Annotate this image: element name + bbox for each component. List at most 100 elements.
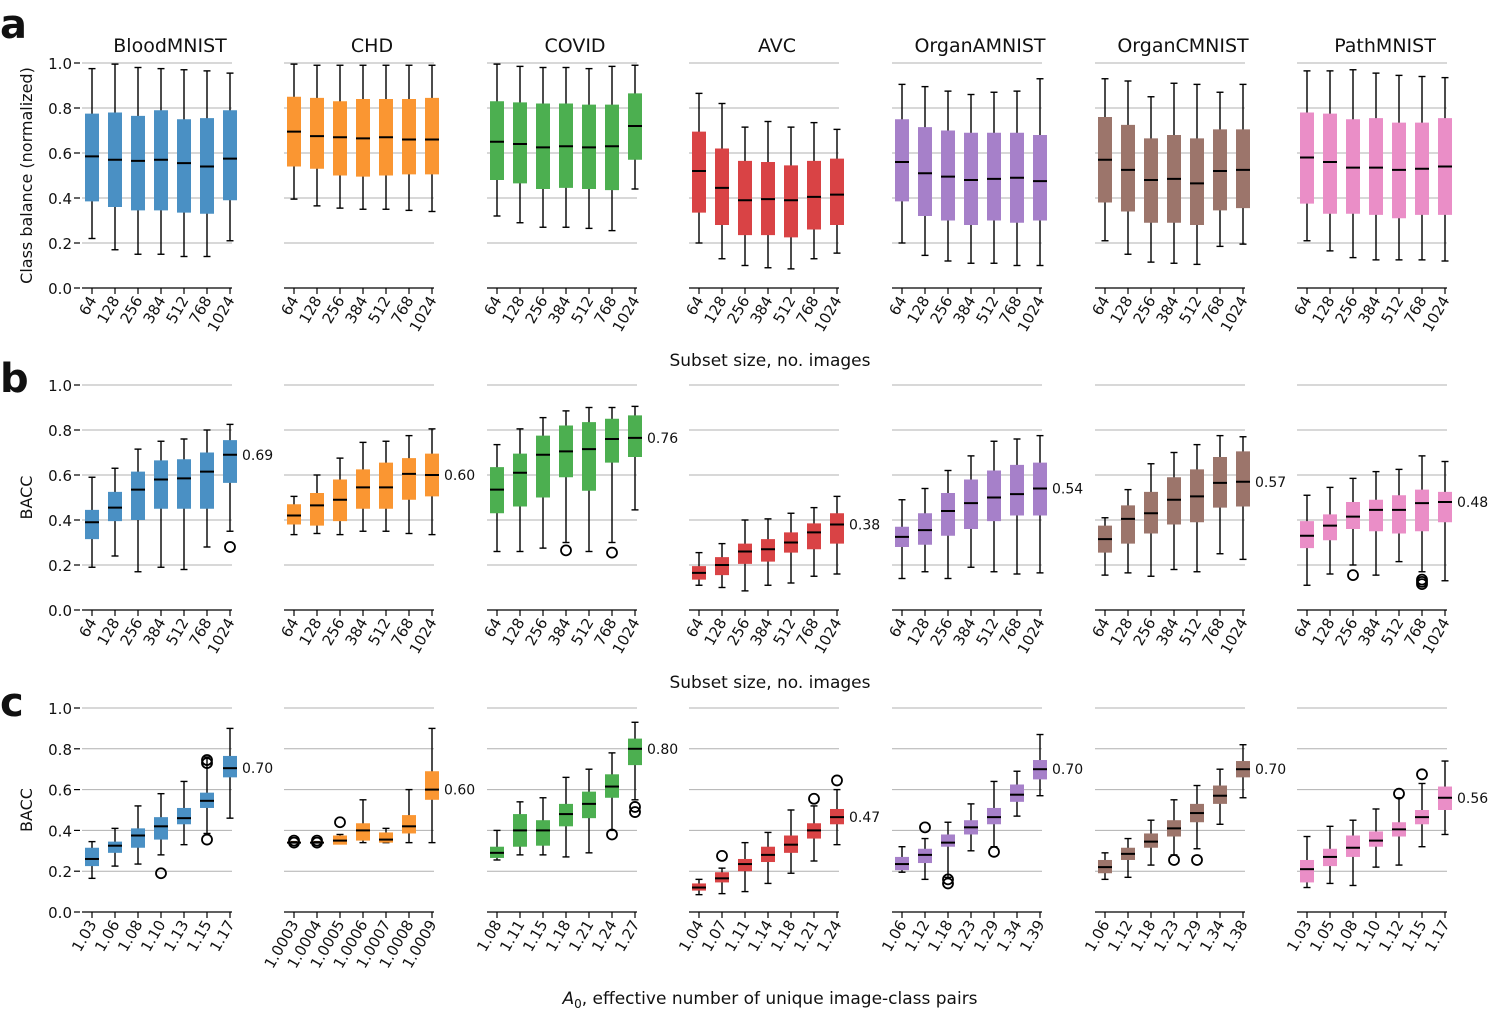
box — [1010, 784, 1024, 802]
x-tick-label: 384 — [140, 293, 170, 327]
box — [1121, 505, 1135, 544]
x-tick-label: 256 — [319, 615, 349, 649]
box — [761, 539, 775, 562]
subplot-title: COVID — [544, 35, 605, 57]
box — [918, 848, 932, 864]
box — [1033, 135, 1047, 221]
x-tick-label: 384 — [747, 615, 777, 649]
box — [356, 469, 370, 509]
box — [807, 523, 821, 550]
box — [1346, 119, 1360, 214]
box — [1236, 451, 1250, 507]
box — [918, 127, 932, 216]
x-tick-label: 512 — [163, 293, 193, 327]
x-tick-label: 384 — [545, 293, 575, 327]
subplot-organamnist: 1.061.121.181.231.291.341.390.70 — [878, 707, 1083, 955]
median-value-label: 0.70 — [242, 761, 273, 777]
outlier-point — [288, 834, 300, 847]
x-tick-label: 512 — [1378, 293, 1408, 327]
subplot-organcmnist: 1.061.121.181.231.291.341.380.70 — [1081, 707, 1286, 955]
x-tick-label: 512 — [973, 293, 1003, 327]
y-tick-label: 1.0 — [48, 377, 72, 395]
box — [1213, 129, 1227, 211]
y-tick-label: 0.0 — [48, 280, 72, 298]
outlier-point — [942, 877, 954, 890]
box — [1121, 124, 1135, 212]
box — [628, 738, 642, 766]
box — [85, 847, 99, 867]
box — [1190, 138, 1204, 225]
x-tick-label: 384 — [1355, 293, 1385, 327]
box — [918, 513, 932, 545]
box — [379, 832, 393, 843]
x-tick-label: 1.38 — [1219, 917, 1251, 955]
x-tick-label: 384 — [545, 615, 575, 649]
box — [1369, 499, 1383, 532]
box — [895, 119, 909, 202]
box — [830, 158, 844, 225]
box — [154, 817, 168, 840]
box — [402, 815, 416, 834]
y-tick-label: 0.6 — [48, 467, 72, 485]
x-tick-label: 1.17 — [206, 917, 238, 955]
x-tick-label: 128 — [296, 615, 326, 649]
box — [715, 148, 729, 225]
panel-label-b: b — [0, 356, 29, 402]
x-tick-label: 256 — [1130, 293, 1160, 327]
outlier-point — [334, 816, 346, 829]
y-tick-label: 0.2 — [48, 557, 72, 575]
box — [425, 97, 439, 175]
box — [223, 755, 237, 778]
x-tick-label: 128 — [1107, 615, 1137, 649]
box — [536, 103, 550, 189]
y-tick-label: 0.8 — [48, 100, 72, 118]
median-value-label: 0.69 — [242, 448, 273, 464]
subplot-title: AVC — [758, 35, 796, 57]
x-tick-label: 384 — [950, 293, 980, 327]
box — [1144, 833, 1158, 848]
box — [605, 104, 619, 191]
y-tick-label: 0.4 — [48, 822, 72, 840]
y-tick-label: 0.8 — [48, 422, 72, 440]
y-tick-label: 0.2 — [48, 235, 72, 253]
box — [738, 543, 752, 564]
x-tick-label: 128 — [904, 615, 934, 649]
outlier-point — [201, 754, 213, 766]
box — [1369, 118, 1383, 215]
box — [200, 452, 214, 509]
x-tick-label: 256 — [522, 293, 552, 327]
y-tick-label: 0.0 — [48, 602, 72, 620]
x-tick-label: 128 — [1309, 615, 1339, 649]
outlier-point — [311, 834, 323, 847]
box — [1346, 835, 1360, 857]
x-tick-label: 128 — [94, 293, 124, 327]
box — [1300, 521, 1314, 549]
box — [1438, 491, 1452, 523]
box — [154, 460, 168, 509]
x-tick-label: 384 — [950, 615, 980, 649]
box — [941, 130, 955, 221]
box — [941, 834, 955, 847]
box — [333, 101, 347, 176]
median-value-label: 0.47 — [849, 810, 880, 826]
x-tick-label: 128 — [94, 615, 124, 649]
y-tick-label: 0.4 — [48, 190, 72, 208]
x-tick-label: 384 — [342, 293, 372, 327]
box — [310, 97, 324, 169]
subplot-covid: 1.081.111.151.181.211.241.270.80 — [473, 707, 678, 955]
outlier-point — [629, 806, 641, 818]
outlier-point — [1191, 854, 1203, 866]
outlier-point — [606, 546, 618, 559]
median-value-label: 0.60 — [444, 468, 475, 484]
box — [628, 415, 642, 457]
y-axis-label: BACC — [17, 788, 36, 832]
box — [582, 791, 596, 819]
x-tick-label: 256 — [927, 293, 957, 327]
